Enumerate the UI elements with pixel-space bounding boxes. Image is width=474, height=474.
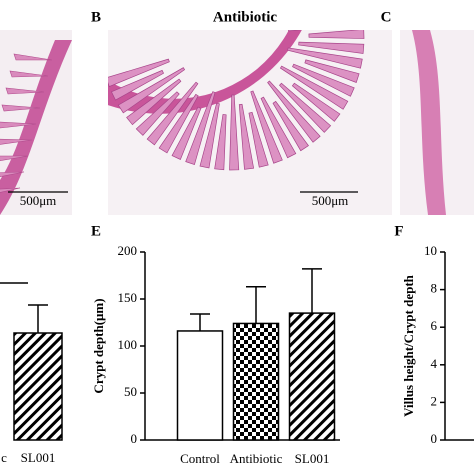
villus bbox=[250, 90, 283, 164]
villus bbox=[108, 58, 170, 88]
y-tick-label: 0 bbox=[431, 431, 438, 446]
histology-image-c bbox=[400, 30, 474, 215]
tissue bbox=[0, 40, 72, 215]
villus bbox=[308, 30, 365, 39]
y-axis-label: Crypt depth(μm) bbox=[91, 298, 106, 393]
bar bbox=[288, 312, 336, 441]
villus bbox=[279, 65, 349, 110]
villus bbox=[185, 91, 216, 165]
villus bbox=[279, 82, 332, 133]
villus bbox=[199, 102, 220, 169]
villus bbox=[248, 111, 269, 168]
y-tick-label: 10 bbox=[424, 243, 437, 258]
y-tick-label: 0 bbox=[131, 431, 138, 446]
y-tick-label: 2 bbox=[431, 393, 438, 408]
bar bbox=[176, 330, 224, 441]
x-tick-label: Antibiotic bbox=[230, 451, 283, 466]
panel-label: B bbox=[91, 9, 101, 25]
villus bbox=[288, 30, 303, 32]
villus bbox=[267, 80, 321, 143]
villus bbox=[214, 114, 227, 171]
histology-image-a bbox=[0, 30, 72, 215]
villus bbox=[287, 0, 344, 2]
panel-label: F bbox=[394, 223, 403, 239]
y-tick-label: 100 bbox=[118, 337, 138, 352]
villus bbox=[0, 138, 33, 145]
villus bbox=[0, 171, 25, 177]
x-tick-label: Control bbox=[180, 451, 220, 466]
histology-image-b bbox=[108, 0, 392, 215]
x-tick-label: SL001 bbox=[295, 451, 330, 466]
villus bbox=[110, 69, 165, 101]
villus bbox=[260, 96, 297, 159]
y-axis-label: Villus height/Crypt depth bbox=[401, 274, 416, 417]
villus bbox=[5, 87, 45, 95]
y-tick-label: 4 bbox=[431, 356, 438, 371]
villus bbox=[298, 41, 365, 54]
villus bbox=[0, 121, 37, 129]
panel-label: E bbox=[91, 223, 101, 239]
villus bbox=[1, 104, 41, 112]
villus bbox=[272, 100, 309, 152]
villus bbox=[126, 78, 182, 126]
villus bbox=[304, 59, 360, 83]
villus bbox=[158, 93, 199, 154]
villus bbox=[13, 53, 53, 61]
villus bbox=[9, 70, 49, 78]
y-tick-label: 200 bbox=[118, 243, 138, 258]
villus bbox=[287, 47, 363, 69]
villus bbox=[146, 81, 199, 146]
x-tick-label: c bbox=[1, 450, 7, 465]
bar-outline bbox=[13, 332, 63, 441]
bar bbox=[232, 322, 280, 441]
villus bbox=[229, 94, 240, 171]
y-tick-label: 50 bbox=[124, 384, 137, 399]
scale-label: 500μm bbox=[20, 193, 57, 208]
villus bbox=[0, 155, 29, 161]
panel-label: C bbox=[381, 9, 392, 25]
villus bbox=[135, 91, 180, 136]
villus bbox=[303, 0, 356, 12]
villus bbox=[292, 63, 355, 97]
y-tick-label: 150 bbox=[118, 290, 138, 305]
villus bbox=[171, 106, 202, 160]
x-tick-label: SL001 bbox=[21, 450, 56, 465]
y-tick-label: 6 bbox=[431, 318, 438, 333]
villus bbox=[296, 0, 360, 22]
villus bbox=[282, 0, 351, 13]
y-tick-label: 8 bbox=[431, 281, 438, 296]
scale-label: 500μm bbox=[312, 193, 349, 208]
villus bbox=[238, 103, 255, 170]
villus bbox=[0, 187, 21, 193]
villus bbox=[117, 67, 186, 114]
panel-title: Antibiotic bbox=[213, 9, 278, 25]
villus bbox=[291, 82, 341, 122]
